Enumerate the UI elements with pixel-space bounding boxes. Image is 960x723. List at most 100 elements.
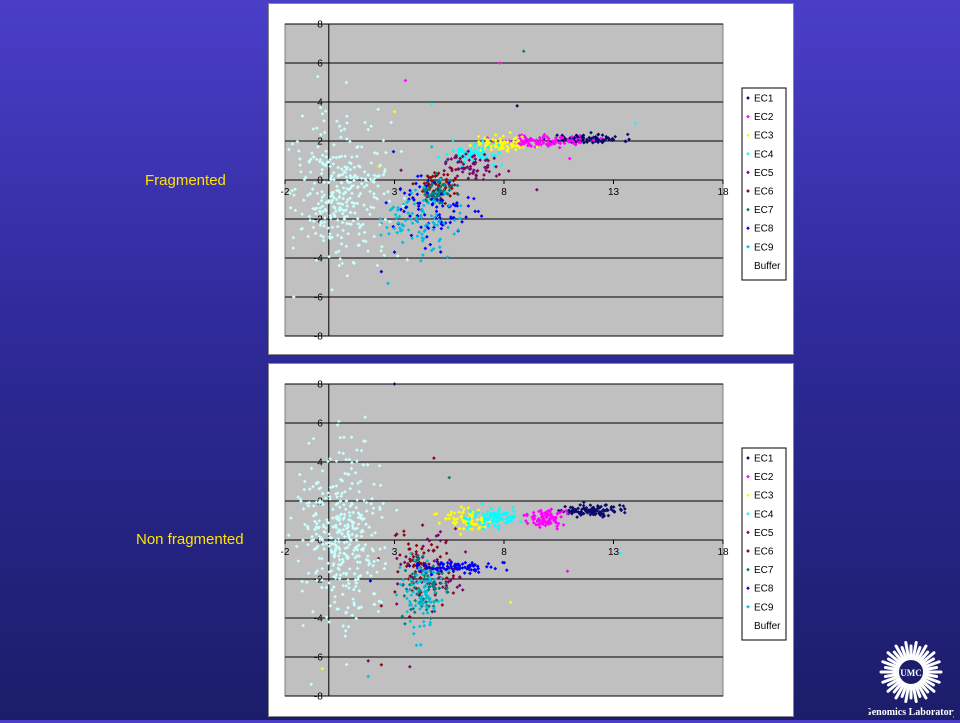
data-point [581,506,586,511]
data-point [398,565,402,570]
data-point [402,209,406,214]
data-point [433,174,438,179]
legend [741,87,787,281]
data-point [400,614,405,619]
y-tick-label: -4 [314,614,323,625]
data-point [486,524,491,529]
data-point [497,150,502,155]
data-point [449,166,454,171]
data-point [327,254,332,259]
data-point [429,572,434,577]
data-point [489,511,494,516]
legend-label: EC5 [754,528,774,539]
data-point [444,516,448,521]
data-point [420,546,424,551]
data-point [426,574,430,578]
data-point [464,517,469,521]
data-point [315,578,319,583]
data-point [493,566,498,571]
data-point [429,542,434,547]
data-point [369,574,373,578]
data-point [368,579,373,583]
data-point [406,228,411,232]
data-point [476,510,481,515]
data-point [427,538,432,543]
data-point [499,139,503,144]
data-point [394,508,399,513]
data-point [478,158,483,162]
data-point [392,250,397,254]
data-point [391,205,396,210]
data-point [606,137,611,141]
data-point [440,204,445,208]
data-point [452,191,457,196]
data-point [460,588,465,592]
data-point [577,133,582,138]
data-point [348,167,353,172]
data-point [438,250,443,254]
data-point [479,214,484,218]
data-point [423,223,428,228]
data-point [418,596,422,600]
data-point [337,190,342,195]
data-point [394,593,399,597]
data-point [348,210,353,215]
data-point [543,510,548,515]
data-point [451,574,456,578]
data-point [355,185,360,190]
data-point [425,190,430,195]
data-point [359,176,364,181]
data-point [422,551,426,555]
data-point [499,515,504,520]
data-point [348,173,353,178]
data-point [546,520,551,525]
data-point [324,518,329,522]
data-point [409,233,414,238]
data-point [447,568,451,573]
data-point [474,176,478,181]
data-point [403,78,408,83]
data-point [332,555,337,559]
data-point [438,198,443,202]
series-ec1 [392,382,627,519]
data-point [476,139,481,144]
data-point [471,168,476,172]
data-point [334,572,339,577]
data-point [479,516,484,520]
data-point [565,511,570,516]
data-point [321,209,325,214]
data-point [482,515,486,519]
data-point [412,574,417,579]
data-point [456,228,461,232]
data-point [324,585,329,590]
y-tick-label: 2 [317,137,323,148]
data-point [492,156,497,161]
data-point [345,137,349,141]
data-point [347,586,351,590]
data-point [503,521,508,525]
data-point [449,157,454,161]
data-point [430,609,435,614]
series-ec8 [379,149,484,274]
data-point [430,202,435,206]
data-point [494,520,499,525]
data-point [421,210,426,215]
data-point [347,542,352,547]
data-point [305,193,310,198]
data-point [337,450,342,455]
data-point [443,581,448,586]
series-ec8 [368,559,509,583]
data-point [351,260,356,265]
legend [741,447,787,641]
data-point [601,508,605,513]
data-point [328,604,333,608]
data-point [535,145,539,149]
data-point [429,102,434,106]
data-point [486,561,491,566]
data-point [418,575,423,580]
data-point [405,257,410,262]
data-point [513,147,518,152]
data-point [400,240,405,245]
legend-label: EC5 [754,168,774,179]
data-point [372,151,377,155]
